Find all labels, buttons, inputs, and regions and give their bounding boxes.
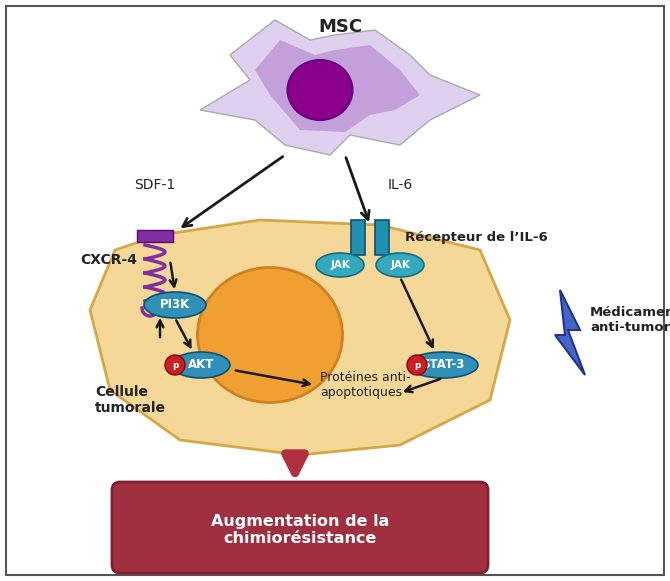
Text: IL-6: IL-6 — [387, 178, 413, 192]
Polygon shape — [255, 40, 420, 132]
Ellipse shape — [287, 60, 352, 120]
Text: AKT: AKT — [188, 358, 214, 371]
Text: SDF-1: SDF-1 — [135, 178, 176, 192]
Ellipse shape — [144, 292, 206, 318]
Polygon shape — [200, 20, 480, 155]
Polygon shape — [555, 290, 585, 375]
Text: p: p — [172, 360, 178, 370]
Text: PI3K: PI3K — [160, 299, 190, 311]
Circle shape — [407, 355, 427, 375]
Text: MSC: MSC — [318, 18, 362, 36]
FancyBboxPatch shape — [351, 220, 365, 255]
Ellipse shape — [172, 352, 230, 378]
Ellipse shape — [198, 267, 342, 403]
Text: p: p — [414, 360, 420, 370]
FancyBboxPatch shape — [112, 482, 488, 573]
Text: STAT-3: STAT-3 — [421, 358, 465, 371]
Ellipse shape — [376, 253, 424, 277]
Polygon shape — [90, 220, 510, 455]
FancyBboxPatch shape — [375, 220, 389, 255]
Ellipse shape — [316, 253, 364, 277]
Text: Récepteur de l’IL-6: Récepteur de l’IL-6 — [405, 231, 548, 243]
Circle shape — [165, 355, 185, 375]
Text: Médicament
anti-tumoral: Médicament anti-tumoral — [590, 306, 670, 334]
Text: CXCR-4: CXCR-4 — [80, 253, 137, 267]
Text: Protéines anti-
apoptotiques: Protéines anti- apoptotiques — [320, 371, 411, 399]
Text: JAK: JAK — [330, 260, 350, 270]
Text: Augmentation de la
chimiorésistance: Augmentation de la chimiorésistance — [211, 514, 389, 546]
Ellipse shape — [408, 352, 478, 378]
Text: Cellule
tumorale: Cellule tumorale — [95, 385, 166, 415]
FancyBboxPatch shape — [137, 230, 173, 242]
Text: JAK: JAK — [390, 260, 410, 270]
FancyBboxPatch shape — [6, 6, 664, 575]
